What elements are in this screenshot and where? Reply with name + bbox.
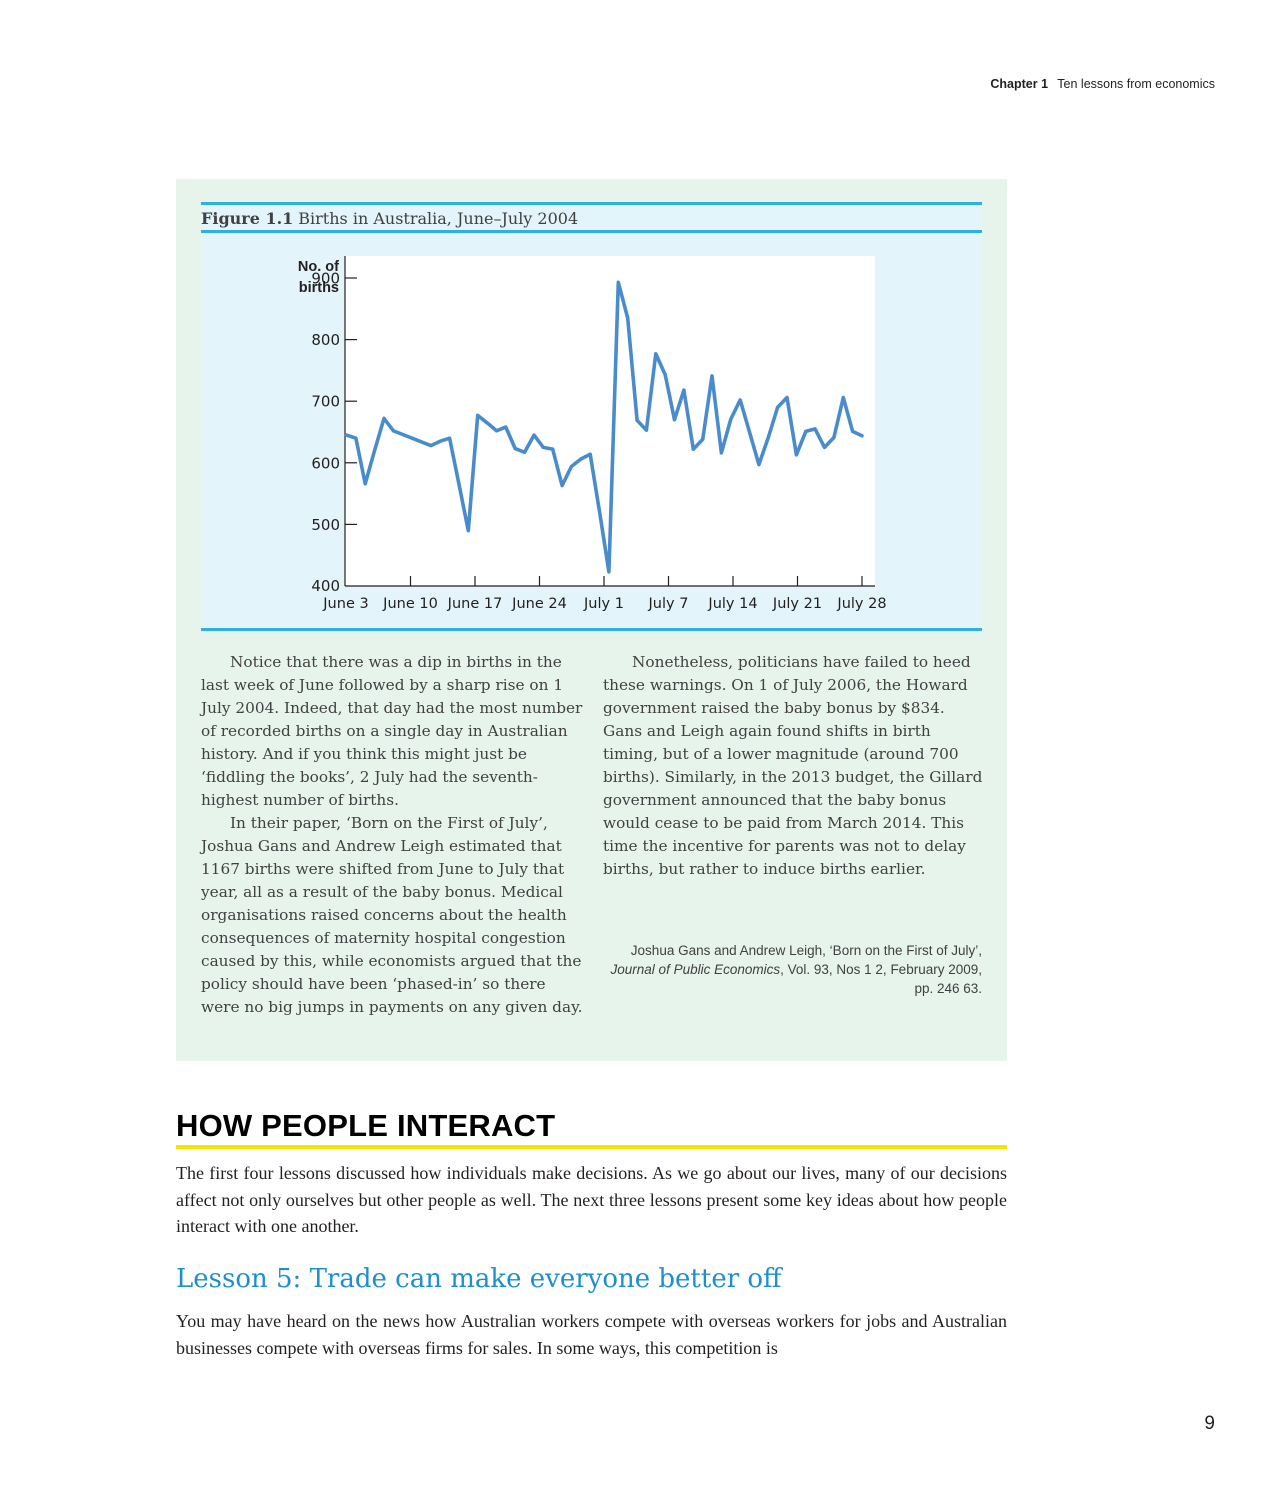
y-tick-label: 700 <box>311 393 340 411</box>
figure-caption: Figure 1.1 Births in Australia, June–July… <box>201 209 982 233</box>
y-axis-label: No. of <box>298 259 339 275</box>
running-head: Chapter 1 Ten lessons from economics <box>990 77 1215 91</box>
x-tick-label: July 1 <box>583 596 624 612</box>
text-column-left: Notice that there was a dip in births in… <box>201 651 584 1019</box>
lesson-text: You may have heard on the news how Austr… <box>176 1311 1007 1358</box>
source-journal: Journal of Public Economics <box>610 962 781 977</box>
y-tick-label: 500 <box>311 516 340 534</box>
x-tick-label: July 7 <box>648 596 689 612</box>
paragraph: Notice that there was a dip in births in… <box>201 653 583 809</box>
text-column-right: Nonetheless, politicians have failed to … <box>603 651 986 881</box>
paragraph: In their paper, ‘Born on the First of Ju… <box>201 814 583 1016</box>
source-citation: Joshua Gans and Andrew Leigh, ‘Born on t… <box>603 941 982 998</box>
births-line-chart: No. of births 400 500 600 700 800 900 June 3 June… <box>298 256 887 612</box>
y-tick-label: 800 <box>311 331 340 349</box>
x-tick-label: June 24 <box>511 596 567 612</box>
section-intro: The first four lessons discussed how ind… <box>176 1163 1007 1237</box>
running-head-title: Ten lessons from economics <box>1057 77 1215 91</box>
section-heading: HOW PEOPLE INTERACT <box>176 1108 1007 1149</box>
y-tick-label: 900 <box>311 270 340 288</box>
page-number: 9 <box>1204 1413 1215 1434</box>
x-tick-label: July 28 <box>836 596 886 612</box>
source-details: , Vol. 93, Nos 1 2, February 2009, pp. 2… <box>780 962 982 996</box>
figure-caption-text: Births in Australia, June–July 2004 <box>298 209 579 228</box>
source-authors: Joshua Gans and Andrew Leigh, ‘Born on t… <box>630 943 982 958</box>
paragraph: Nonetheless, politicians have failed to … <box>603 653 983 878</box>
births-series-line <box>344 280 864 574</box>
figure-label: Figure 1.1 <box>201 209 294 228</box>
running-head-chapter: Chapter 1 <box>990 77 1049 91</box>
lesson-heading: Lesson 5: Trade can make everyone better… <box>176 1264 782 1294</box>
x-tick-label: June 10 <box>382 596 438 612</box>
y-tick-label: 400 <box>311 577 340 595</box>
case-study-box: Figure 1.1 Births in Australia, June–July… <box>176 179 1007 1061</box>
x-tick-label: June 3 <box>322 596 368 612</box>
x-tick-label: June 17 <box>447 596 503 612</box>
y-axis-label: births <box>299 280 339 296</box>
x-tick-label: July 21 <box>772 596 822 612</box>
figure: Figure 1.1 Births in Australia, June–July… <box>201 202 982 631</box>
y-tick-label: 600 <box>311 454 340 472</box>
x-tick-label: July 14 <box>707 596 757 612</box>
